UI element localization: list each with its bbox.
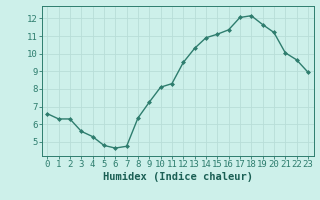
X-axis label: Humidex (Indice chaleur): Humidex (Indice chaleur): [103, 172, 252, 182]
